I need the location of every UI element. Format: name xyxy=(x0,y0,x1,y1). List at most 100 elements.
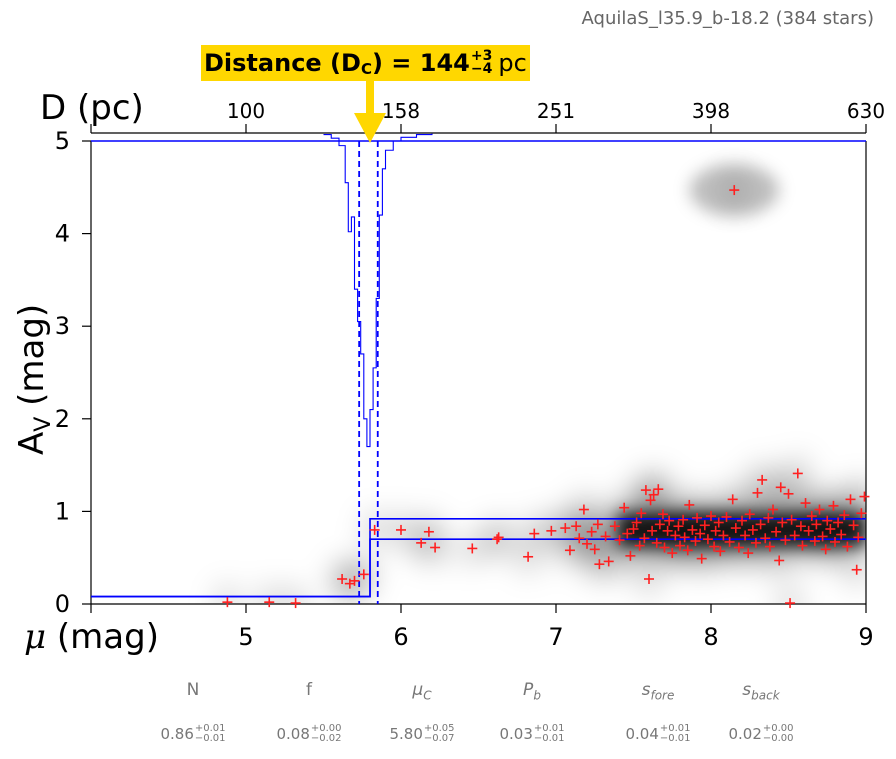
star-point xyxy=(645,495,656,506)
star-markers xyxy=(222,185,870,609)
star-point xyxy=(757,474,768,485)
param-value-plus: +0.00 xyxy=(762,723,794,734)
star-point xyxy=(678,514,689,525)
distance-minus: −4 xyxy=(470,61,493,77)
y-tick-label: 2 xyxy=(55,405,70,433)
star-point xyxy=(724,536,735,547)
star-point xyxy=(792,468,803,479)
x-axis-label: μ (mag) xyxy=(24,617,159,657)
star-point xyxy=(747,524,758,535)
star-point xyxy=(290,598,301,609)
star-point xyxy=(730,523,741,534)
star-point xyxy=(822,515,833,526)
x-axis-label-unit: (mag) xyxy=(46,617,159,657)
star-point xyxy=(825,523,836,534)
density-map xyxy=(215,164,866,604)
star-point xyxy=(771,526,782,537)
param-name-main: s xyxy=(641,680,651,700)
star-point xyxy=(733,542,744,553)
star-point xyxy=(589,544,600,555)
param-value-error: +0.01 −0.01 xyxy=(195,724,226,744)
star-point xyxy=(775,482,786,493)
star-point xyxy=(467,543,478,554)
star-point xyxy=(830,536,840,547)
density-blobs xyxy=(215,172,866,604)
star-point xyxy=(664,515,675,526)
star-point xyxy=(673,521,684,532)
star-point xyxy=(222,597,233,608)
star-point xyxy=(631,517,642,528)
star-point xyxy=(729,185,740,196)
star-point xyxy=(820,544,831,555)
param-name-main: P xyxy=(523,680,534,700)
star-point xyxy=(752,487,763,498)
top-tick-label: 251 xyxy=(537,99,575,123)
star-point xyxy=(423,526,434,537)
param-value-error: +0.00 −0.00 xyxy=(763,724,794,744)
arrow-shaft xyxy=(366,80,374,114)
top-tick-label: 630 xyxy=(847,99,885,123)
param-name: μC xyxy=(367,680,477,702)
param-value-plus: +0.01 xyxy=(194,723,226,734)
param-name: sback xyxy=(706,680,816,702)
star-point xyxy=(679,532,690,543)
star-point xyxy=(654,519,665,530)
star-point xyxy=(430,542,441,553)
star-point xyxy=(783,488,794,499)
param-value-main: 5.80 xyxy=(389,725,423,743)
param-value-plus: +0.01 xyxy=(659,723,691,734)
star-point xyxy=(651,537,662,548)
param-value-minus: −0.02 xyxy=(310,733,342,744)
star-point xyxy=(763,512,774,523)
star-point xyxy=(574,533,585,544)
posterior-curve xyxy=(323,133,433,448)
star-point xyxy=(560,523,571,534)
star-point xyxy=(803,525,814,536)
param-value-minus: −0.01 xyxy=(194,733,226,744)
x-tick-label: 9 xyxy=(858,623,873,651)
param-name: N xyxy=(186,680,200,700)
star-point xyxy=(780,535,791,546)
star-point xyxy=(785,598,796,609)
distance-error: +3 −4 xyxy=(470,49,493,77)
star-point xyxy=(713,517,724,528)
y-axis-label-main: A xyxy=(12,431,52,455)
top-tick-label: 100 xyxy=(227,99,265,123)
star-point xyxy=(760,533,771,544)
star-point xyxy=(639,533,650,544)
x-tick-label: 5 xyxy=(238,623,253,651)
star-point xyxy=(264,597,275,608)
density-blob xyxy=(283,585,308,604)
param-value: 0.86 +0.01 −0.01 xyxy=(138,724,248,744)
star-point xyxy=(571,521,582,532)
star-point xyxy=(586,526,597,537)
x-axis-label-symbol: μ xyxy=(24,617,47,657)
star-point xyxy=(659,542,670,553)
param-value: 0.03 +0.01 −0.01 xyxy=(477,724,587,744)
star-point xyxy=(692,512,703,523)
star-point xyxy=(636,508,647,519)
param-name-sub: fore xyxy=(650,688,675,703)
param-value-error: +0.05 −0.07 xyxy=(424,724,455,744)
top-axis-ticks: 100 158 251 398 630 xyxy=(90,99,885,133)
param-name-sub: C xyxy=(423,688,432,703)
star-point xyxy=(809,536,820,547)
star-point xyxy=(684,499,695,510)
y-tick-label: 4 xyxy=(55,220,70,248)
star-point xyxy=(667,548,678,559)
star-point xyxy=(750,537,761,548)
star-point xyxy=(789,530,800,541)
distance-unit: pc xyxy=(498,49,527,77)
star-point xyxy=(625,550,636,561)
y-tick-label: 1 xyxy=(55,497,70,525)
top-axis-label: D (pc) xyxy=(40,88,144,128)
distance-suffix: ) = 144 xyxy=(371,49,470,77)
star-point xyxy=(699,520,710,531)
param-value-main: 0.03 xyxy=(499,725,533,743)
star-point xyxy=(740,530,751,541)
star-point xyxy=(416,537,427,548)
param-value-plus: +0.01 xyxy=(533,723,565,734)
star-point xyxy=(619,502,630,513)
star-point xyxy=(614,535,625,546)
star-point xyxy=(648,489,659,500)
